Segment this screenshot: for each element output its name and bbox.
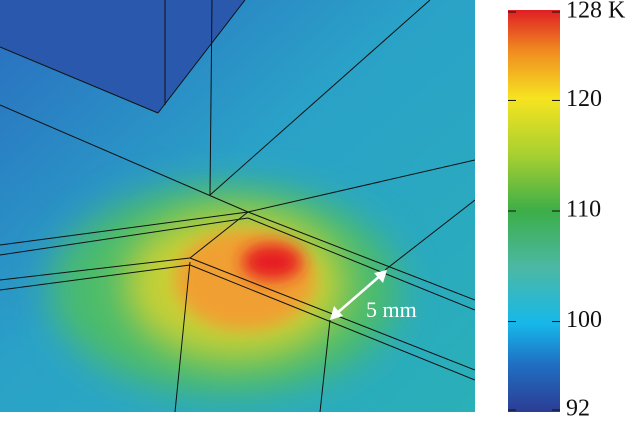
colorbar <box>508 10 560 412</box>
field-map: 5 mm <box>0 0 475 412</box>
annotation: 5 mm <box>366 297 417 322</box>
tick-label: 120 <box>566 86 602 112</box>
tick-label: 92 <box>566 396 590 422</box>
tick-label: 100 <box>566 307 602 333</box>
dimension-arrow <box>330 270 387 320</box>
tick-label: 110 <box>566 197 601 223</box>
tick-label: 128 K <box>566 0 626 24</box>
